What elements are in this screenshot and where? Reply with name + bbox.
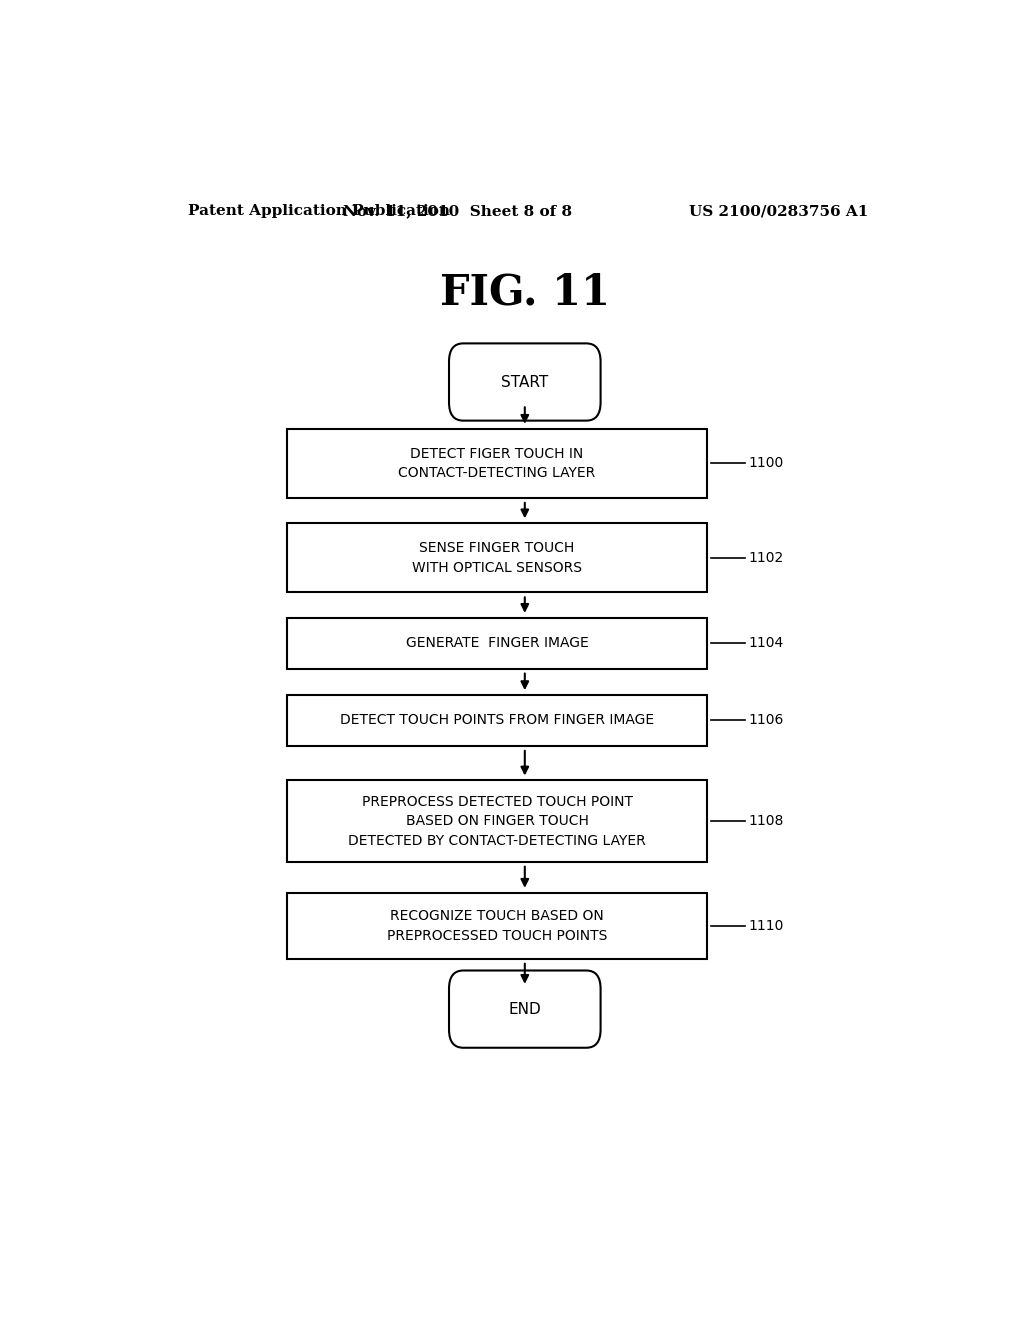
Text: 1102: 1102 bbox=[749, 550, 783, 565]
Bar bbox=[287, 618, 708, 669]
FancyBboxPatch shape bbox=[449, 343, 601, 421]
Text: GENERATE  FINGER IMAGE: GENERATE FINGER IMAGE bbox=[406, 636, 589, 651]
Text: PREPROCESS DETECTED TOUCH POINT
BASED ON FINGER TOUCH
DETECTED BY CONTACT-DETECT: PREPROCESS DETECTED TOUCH POINT BASED ON… bbox=[348, 795, 646, 847]
Bar bbox=[287, 429, 708, 498]
Text: DETECT FIGER TOUCH IN
CONTACT-DETECTING LAYER: DETECT FIGER TOUCH IN CONTACT-DETECTING … bbox=[398, 446, 596, 480]
Text: START: START bbox=[501, 375, 549, 389]
Text: END: END bbox=[509, 1002, 541, 1016]
FancyBboxPatch shape bbox=[449, 970, 601, 1048]
Text: 1108: 1108 bbox=[749, 814, 784, 828]
Text: RECOGNIZE TOUCH BASED ON
PREPROCESSED TOUCH POINTS: RECOGNIZE TOUCH BASED ON PREPROCESSED TO… bbox=[387, 909, 607, 942]
Text: Nov. 11, 2010  Sheet 8 of 8: Nov. 11, 2010 Sheet 8 of 8 bbox=[343, 205, 572, 218]
Bar bbox=[287, 523, 708, 593]
Text: 1110: 1110 bbox=[749, 919, 784, 933]
Text: 1106: 1106 bbox=[749, 714, 784, 727]
Bar bbox=[287, 696, 708, 746]
Text: Patent Application Publication: Patent Application Publication bbox=[187, 205, 450, 218]
Bar bbox=[287, 892, 708, 958]
Text: US 2100/0283756 A1: US 2100/0283756 A1 bbox=[689, 205, 868, 218]
Text: DETECT TOUCH POINTS FROM FINGER IMAGE: DETECT TOUCH POINTS FROM FINGER IMAGE bbox=[340, 714, 654, 727]
Text: 1104: 1104 bbox=[749, 636, 783, 651]
Bar bbox=[287, 780, 708, 862]
Text: 1100: 1100 bbox=[749, 457, 783, 470]
Text: SENSE FINGER TOUCH
WITH OPTICAL SENSORS: SENSE FINGER TOUCH WITH OPTICAL SENSORS bbox=[412, 541, 582, 574]
Text: FIG. 11: FIG. 11 bbox=[439, 272, 610, 314]
